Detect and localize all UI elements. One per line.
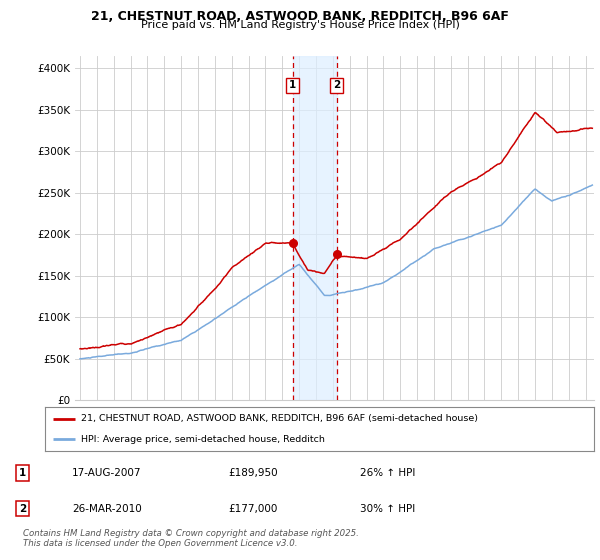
Text: 2: 2	[333, 80, 340, 90]
Text: HPI: Average price, semi-detached house, Redditch: HPI: Average price, semi-detached house,…	[80, 435, 325, 444]
Text: 1: 1	[289, 80, 296, 90]
Text: 21, CHESTNUT ROAD, ASTWOOD BANK, REDDITCH, B96 6AF (semi-detached house): 21, CHESTNUT ROAD, ASTWOOD BANK, REDDITC…	[80, 414, 478, 423]
Text: 26% ↑ HPI: 26% ↑ HPI	[360, 468, 415, 478]
Text: Price paid vs. HM Land Registry's House Price Index (HPI): Price paid vs. HM Land Registry's House …	[140, 20, 460, 30]
Text: £177,000: £177,000	[228, 503, 277, 514]
Text: 17-AUG-2007: 17-AUG-2007	[72, 468, 142, 478]
Text: 2: 2	[19, 503, 26, 514]
Text: £189,950: £189,950	[228, 468, 278, 478]
Text: 26-MAR-2010: 26-MAR-2010	[72, 503, 142, 514]
Bar	[293, 56, 337, 400]
Text: 30% ↑ HPI: 30% ↑ HPI	[360, 503, 415, 514]
Text: 21, CHESTNUT ROAD, ASTWOOD BANK, REDDITCH, B96 6AF: 21, CHESTNUT ROAD, ASTWOOD BANK, REDDITC…	[91, 10, 509, 23]
Text: 1: 1	[19, 468, 26, 478]
Text: Contains HM Land Registry data © Crown copyright and database right 2025.
This d: Contains HM Land Registry data © Crown c…	[23, 529, 359, 548]
